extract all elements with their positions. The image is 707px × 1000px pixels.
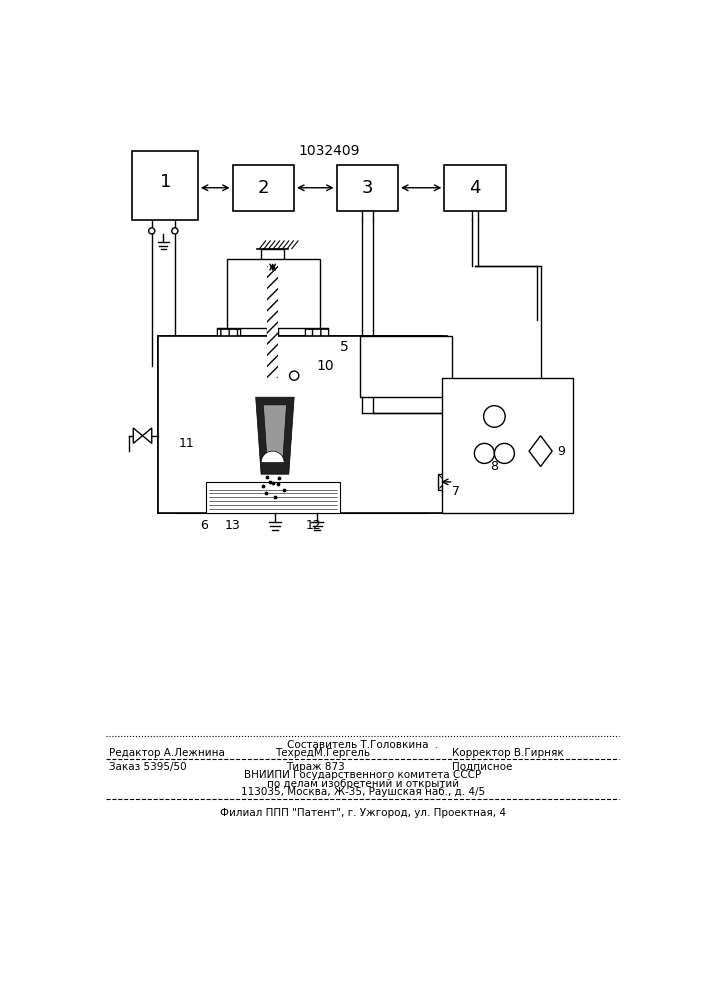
Bar bbox=[337, 165, 398, 211]
Circle shape bbox=[494, 443, 515, 463]
Polygon shape bbox=[264, 405, 286, 463]
Bar bbox=[438, 474, 454, 490]
Bar bbox=[267, 266, 278, 378]
Polygon shape bbox=[133, 428, 143, 443]
Bar bbox=[233, 165, 294, 211]
Circle shape bbox=[474, 443, 494, 463]
Text: 11: 11 bbox=[179, 437, 194, 450]
Point bbox=[258, 478, 269, 494]
Text: Корректор В.Гирняк: Корректор В.Гирняк bbox=[452, 748, 563, 758]
Point bbox=[260, 485, 271, 501]
Text: ВНИИПИ Государственного комитета СССР: ВНИИПИ Государственного комитета СССР bbox=[244, 770, 481, 780]
Point bbox=[279, 482, 290, 498]
Point bbox=[267, 475, 279, 491]
Circle shape bbox=[484, 406, 506, 427]
Bar bbox=[217, 328, 240, 359]
Bar bbox=[302, 336, 325, 378]
Bar bbox=[227, 259, 320, 328]
Circle shape bbox=[172, 228, 178, 234]
Text: 1032409: 1032409 bbox=[298, 144, 360, 158]
Text: по делам изобретений и открытий: по делам изобретений и открытий bbox=[267, 779, 459, 789]
Bar bbox=[206, 482, 340, 513]
Text: Филиал ППП "Патент", г. Ужгород, ул. Проектная, 4: Филиал ППП "Патент", г. Ужгород, ул. Про… bbox=[220, 808, 506, 818]
Text: 1: 1 bbox=[160, 173, 171, 191]
Polygon shape bbox=[529, 436, 552, 466]
Circle shape bbox=[290, 371, 299, 380]
Text: 113035, Москва, Ж-35, Раушская наб., д. 4/5: 113035, Москва, Ж-35, Раушская наб., д. … bbox=[240, 787, 485, 797]
Point bbox=[264, 474, 275, 490]
Text: 12: 12 bbox=[305, 519, 321, 532]
Circle shape bbox=[148, 228, 155, 234]
Bar bbox=[444, 165, 506, 211]
Text: 13: 13 bbox=[225, 519, 240, 532]
Text: Заказ 5395/50: Заказ 5395/50 bbox=[110, 762, 187, 772]
Text: Редактор А.Лежнина: Редактор А.Лежнина bbox=[110, 748, 226, 758]
Bar bbox=[175, 378, 429, 513]
Text: 5: 5 bbox=[340, 340, 349, 354]
Text: Тираж 873: Тираж 873 bbox=[286, 762, 345, 772]
Text: 10: 10 bbox=[316, 359, 334, 373]
Point bbox=[273, 470, 284, 486]
Bar bbox=[261, 249, 284, 260]
Bar bbox=[158, 336, 443, 513]
Text: 3: 3 bbox=[361, 179, 373, 197]
Text: 9: 9 bbox=[558, 445, 566, 458]
Point bbox=[262, 469, 273, 485]
Text: 6: 6 bbox=[200, 519, 208, 532]
Point bbox=[269, 489, 281, 505]
Polygon shape bbox=[143, 428, 152, 443]
Text: 7: 7 bbox=[452, 485, 460, 498]
Text: Составитель Т.Головкина  .: Составитель Т.Головкина . bbox=[287, 740, 438, 750]
Bar bbox=[305, 328, 328, 359]
Bar bbox=[132, 151, 198, 220]
Bar bbox=[360, 336, 452, 397]
Bar bbox=[217, 336, 325, 378]
Text: ТехредМ.Гергель: ТехредМ.Гергель bbox=[275, 748, 370, 758]
Polygon shape bbox=[256, 397, 294, 474]
Text: 2: 2 bbox=[257, 179, 269, 197]
Bar bbox=[442, 378, 573, 513]
Text: 4: 4 bbox=[469, 179, 481, 197]
Text: Подписное: Подписное bbox=[452, 762, 513, 772]
Bar bbox=[217, 336, 240, 378]
Bar bbox=[267, 266, 278, 378]
Bar bbox=[217, 328, 240, 359]
Text: 8: 8 bbox=[491, 460, 498, 473]
Bar bbox=[158, 336, 447, 513]
Wedge shape bbox=[261, 451, 284, 463]
Bar bbox=[305, 328, 328, 359]
Point bbox=[272, 476, 284, 492]
Polygon shape bbox=[233, 378, 310, 482]
